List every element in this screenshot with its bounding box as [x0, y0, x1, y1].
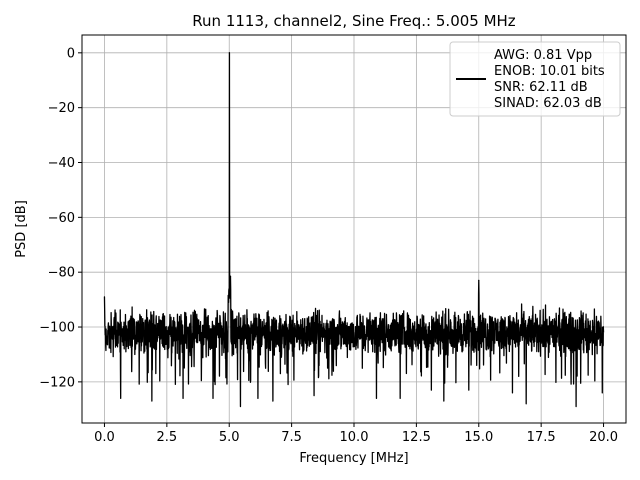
x-tick-label: 20.0: [589, 430, 618, 445]
chart-title: Run 1113, channel2, Sine Freq.: 5.005 MH…: [192, 12, 516, 30]
y-tick-label: −60: [48, 211, 75, 226]
x-tick-label: 15.0: [464, 430, 493, 445]
y-tick-label: 0: [67, 46, 75, 61]
x-tick-label: 5.0: [219, 430, 240, 445]
legend-line-awg: AWG: 0.81 Vpp: [494, 48, 592, 63]
psd-peak-point: [103, 296, 106, 298]
x-tick-label: 2.5: [157, 430, 178, 445]
x-axis-label: Frequency [MHz]: [299, 451, 408, 466]
x-tick-label: 10.0: [340, 430, 369, 445]
y-tick-label: −20: [48, 101, 75, 116]
y-tick-label: −100: [39, 321, 75, 336]
y-tick-label: −120: [39, 375, 75, 390]
y-tick-label: −40: [48, 156, 75, 171]
legend: AWG: 0.81 Vpp ENOB: 10.01 bits SNR: 62.1…: [449, 41, 621, 117]
x-tick-label: 7.5: [281, 430, 302, 445]
legend-line-snr: SNR: 62.11 dB: [494, 80, 588, 95]
y-axis-label: PSD [dB]: [14, 200, 29, 258]
series-layer: [103, 52, 605, 408]
x-tick-label: 12.5: [402, 430, 431, 445]
legend-line-sinad: SINAD: 62.03 dB: [494, 96, 602, 111]
y-axis-ticks: 0 −20 −40 −60 −80 −100 −120: [39, 46, 82, 390]
psd-series-line: [103, 52, 605, 408]
psd-peak-point: [478, 279, 480, 282]
psd-peak-point: [228, 52, 230, 54]
legend-line-enob: ENOB: 10.01 bits: [494, 64, 605, 79]
psd-peak-point: [229, 275, 232, 277]
legend-box: [449, 41, 621, 117]
x-axis-ticks: 0.0 2.5 5.0 7.5 10.0 12.5 15.0 17.5 20.0: [94, 423, 618, 445]
x-tick-label: 0.0: [94, 430, 115, 445]
x-tick-label: 17.5: [527, 430, 556, 445]
y-tick-label: −80: [48, 266, 75, 281]
